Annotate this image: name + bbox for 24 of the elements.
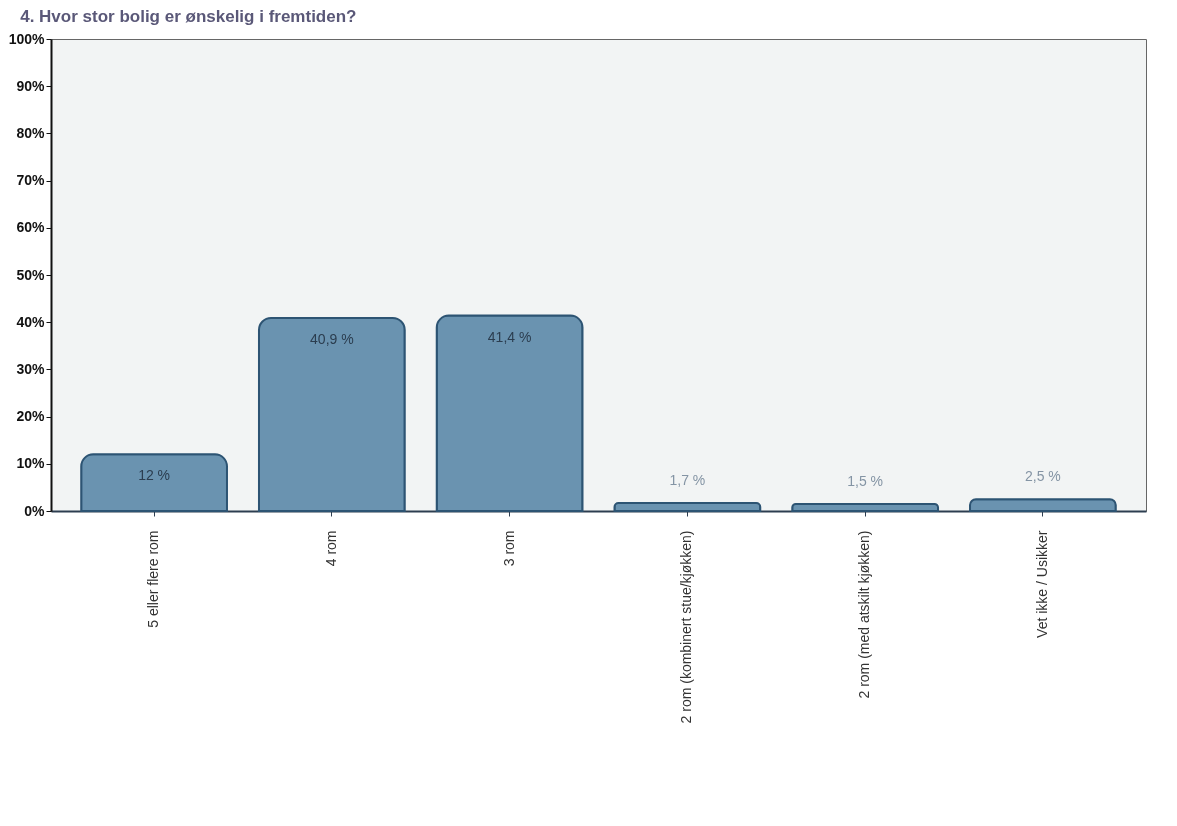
y-tick-label: 60% (16, 219, 46, 236)
chart-title: 4. Hvor stor bolig er ønskelig i fremtiden? (20, 7, 357, 26)
x-tick-label: 5 eller flere rom (145, 530, 162, 628)
y-tick-label: 100% (8, 30, 46, 47)
y-tick-label: 80% (16, 124, 46, 141)
x-tick-label: 2 rom (kombinert stue/kjøkken) (678, 530, 695, 724)
data-label: 1,7 % (669, 471, 706, 488)
data-label: 1,5 % (847, 472, 884, 489)
data-label: 41,4 % (487, 328, 532, 345)
y-tick-label: 0% (24, 502, 46, 519)
data-label: 2,5 % (1024, 468, 1061, 485)
y-tick-label: 70% (16, 172, 46, 189)
x-tick-label: 3 rom (500, 530, 517, 567)
y-tick-label: 30% (16, 360, 46, 377)
data-label: 12 % (138, 467, 171, 484)
y-tick-label: 50% (16, 266, 46, 283)
y-tick-label: 40% (16, 313, 46, 330)
y-tick-label: 10% (16, 455, 46, 472)
data-label: 40,9 % (310, 330, 354, 347)
y-tick-label: 90% (16, 77, 46, 94)
x-tick-label: 2 rom (med atskilt kjøkken) (856, 530, 873, 699)
x-tick-label: 4 rom (322, 530, 339, 567)
x-tick-label: Vet ikke / Usikker (1033, 530, 1050, 638)
y-tick-label: 20% (16, 408, 46, 425)
